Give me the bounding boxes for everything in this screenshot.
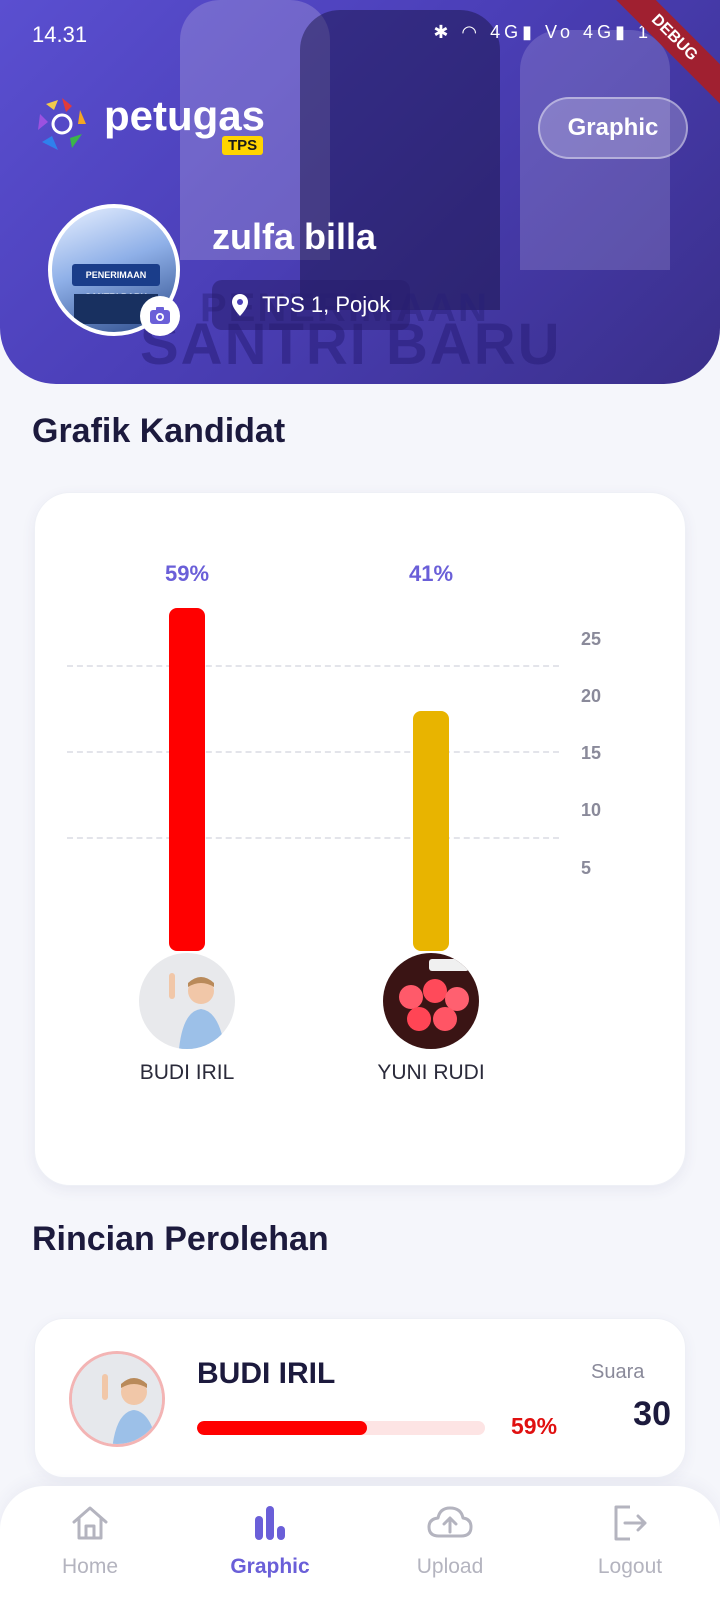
candidate-photo: [383, 953, 479, 1049]
home-icon: [72, 1506, 108, 1540]
vote-progress-track: [197, 1421, 485, 1435]
chart-bar: [169, 607, 205, 951]
candidate-avatar: [69, 1351, 165, 1447]
background-person: [300, 10, 500, 310]
status-time: 14.31: [32, 22, 88, 47]
detail-section-title: Rincian Perolehan: [32, 1220, 329, 1258]
app-logo-badge: TPS: [222, 136, 264, 155]
vote-percent: 59%: [511, 1413, 558, 1439]
bar-percent-label: 59%: [164, 561, 210, 586]
profile-header: PENERIMAAN SANTRI BARU 14.31 ✱ ◠ 4G▮ Vo …: [0, 0, 720, 384]
nav-graphic[interactable]: Graphic: [200, 1504, 340, 1579]
nav-upload[interactable]: Upload: [380, 1504, 520, 1579]
chart-gridline: [67, 665, 559, 667]
vote-progress-fill: [197, 1421, 367, 1435]
app-logo-icon: [38, 98, 86, 150]
y-tick-label: 5: [581, 857, 592, 878]
logout-icon: [614, 1505, 647, 1541]
candidate-name: BUDI IRIL: [197, 1357, 336, 1390]
bottom-navigation: Home Graphic Upload Logout: [0, 1486, 720, 1600]
y-tick-label: 20: [581, 686, 602, 707]
y-tick-label: 10: [581, 800, 602, 821]
chart-card: 5 10 15 20 25 59% BUDI IRIL 41% YUNI RUDI: [34, 492, 686, 1186]
status-icons: ✱ ◠ 4G▮ Vo 4G▮ 15: [433, 22, 666, 42]
y-tick-label: 15: [581, 743, 602, 764]
bar-chart-icon: [255, 1506, 285, 1540]
app-logo-text: petugas: [104, 92, 266, 139]
user-name: zulfa billa: [212, 216, 377, 257]
location-pin-icon: [232, 294, 248, 316]
y-tick-label: 25: [581, 628, 602, 649]
candidate-photo: [139, 953, 235, 1049]
chart-gridline: [67, 836, 559, 839]
candidate-name-label: BUDI IRIL: [139, 1061, 235, 1084]
bar-percent-label: 41%: [408, 561, 454, 586]
chart-gridline: [67, 750, 559, 753]
nav-home-label: Home: [61, 1555, 119, 1578]
nav-logout[interactable]: Logout: [560, 1504, 700, 1579]
nav-home[interactable]: Home: [20, 1504, 160, 1579]
chart-section-title: Grafik Kandidat: [32, 412, 286, 450]
cloud-upload-icon: [427, 1506, 473, 1538]
location-badge: TPS 1, Pojok: [212, 280, 411, 330]
avatar-poster-text: PENERIMAAN SANTRI BARU: [72, 264, 160, 302]
background-person: [520, 30, 670, 270]
person-photo-icon: [72, 1354, 162, 1444]
nav-upload-label: Upload: [416, 1555, 484, 1578]
graphic-button[interactable]: Graphic: [538, 97, 688, 159]
chart-bar: [413, 710, 449, 951]
candidate-detail-card[interactable]: BUDI IRIL 59% Suara 30: [34, 1318, 686, 1478]
votes-count: 30: [633, 1395, 671, 1433]
nav-graphic-label: Graphic: [230, 1555, 310, 1578]
change-photo-button[interactable]: [140, 296, 180, 336]
camera-icon: [150, 307, 170, 324]
location-text: TPS 1, Pojok: [262, 292, 391, 317]
nav-logout-label: Logout: [597, 1555, 663, 1578]
background-person: [180, 0, 330, 260]
candidate-name-label: YUNI RUDI: [377, 1061, 485, 1084]
votes-label: Suara: [591, 1361, 645, 1383]
